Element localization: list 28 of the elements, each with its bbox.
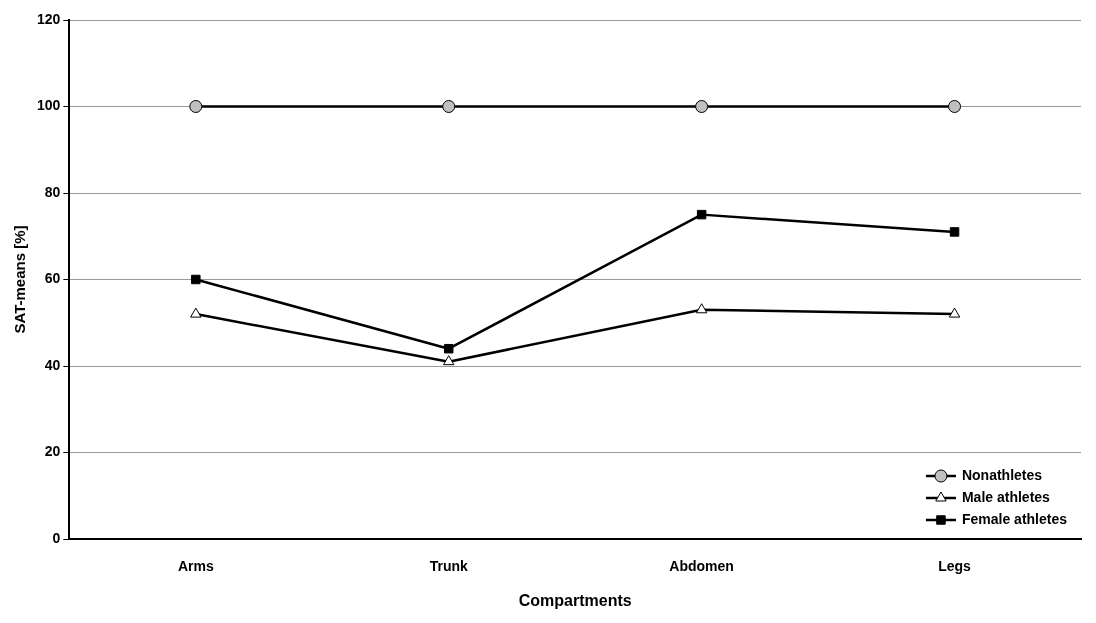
legend-label: Nonathletes <box>961 466 1043 483</box>
x-tick-label: Legs <box>938 558 972 575</box>
legend-label: Male athletes <box>961 488 1051 505</box>
x-tick-label: Trunk <box>429 558 468 575</box>
legend-label: Female athletes <box>961 510 1068 527</box>
point <box>189 100 203 113</box>
point <box>443 343 454 354</box>
y-axis-title: SAT-means [%] <box>11 225 29 334</box>
point <box>695 100 709 113</box>
x-axis-title: Compartments <box>518 591 632 609</box>
y-tick-label: 40 <box>44 356 61 373</box>
y-tick-label: 0 <box>52 529 61 546</box>
point <box>948 100 962 113</box>
point <box>442 100 456 113</box>
x-tick-label: Arms <box>177 558 214 575</box>
point <box>443 355 455 366</box>
point <box>696 209 707 220</box>
y-tick-label: 120 <box>37 10 61 27</box>
y-tick-label: 80 <box>44 183 61 200</box>
point <box>191 274 201 285</box>
point <box>949 227 960 237</box>
y-tick-label: 20 <box>44 443 61 460</box>
y-tick-label: 60 <box>44 270 61 287</box>
y-tick-label: 100 <box>37 97 61 114</box>
point <box>190 307 202 318</box>
point <box>695 303 708 314</box>
point <box>948 307 961 318</box>
x-tick-label: Abdomen <box>669 558 734 575</box>
